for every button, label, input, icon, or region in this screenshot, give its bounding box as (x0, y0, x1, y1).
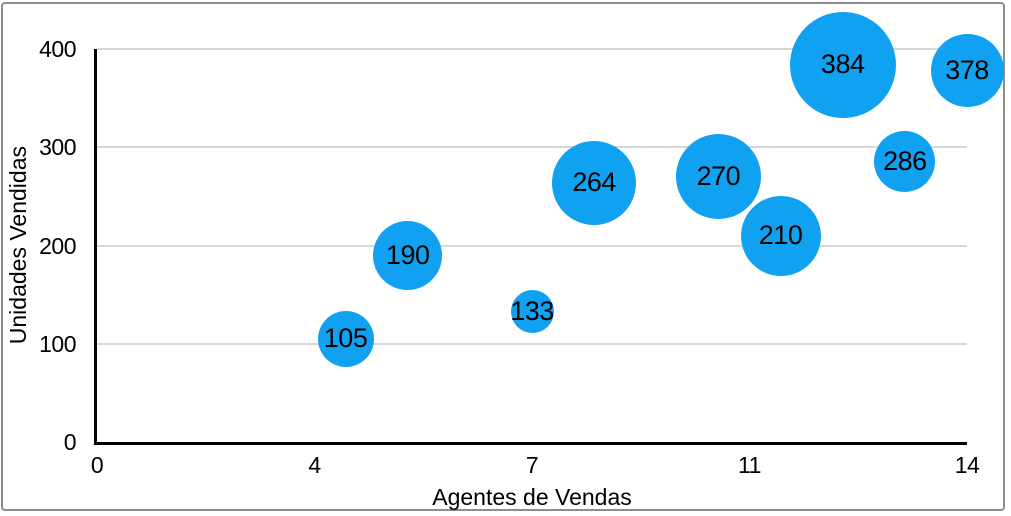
y-tick-label-400: 400 (39, 36, 76, 62)
x-axis-title: Agentes de Vendas (432, 484, 632, 510)
bubble-value-label: 210 (758, 220, 803, 251)
bubble-210: 210 (740, 195, 821, 276)
x-tick-label-11: 11 (738, 452, 761, 478)
gridline-y-400 (97, 48, 967, 50)
x-tick-label-0: 0 (90, 452, 104, 478)
bubble-value-label: 384 (820, 49, 865, 80)
bubble-378: 378 (930, 34, 1004, 108)
bubble-value-label: 378 (945, 55, 989, 86)
bubble-value-label: 105 (323, 323, 368, 354)
y-tick-label-100: 100 (39, 330, 76, 357)
gridline-y-100 (97, 342, 967, 345)
bubble-190: 190 (373, 220, 443, 290)
x-tick-label-4: 4 (308, 452, 321, 478)
bubble-384: 384 (789, 11, 896, 118)
y-tick-label-200: 200 (39, 232, 76, 259)
y-tick-label-0: 0 (63, 429, 77, 455)
y-tick-label-300: 300 (39, 134, 76, 161)
bubble-value-label: 286 (883, 145, 927, 176)
bubble-286: 286 (874, 130, 936, 192)
gridline-y-300 (97, 146, 967, 149)
bubble-value-label: 133 (510, 295, 554, 326)
bubble-value-label: 264 (572, 167, 616, 198)
bubble-value-label: 190 (385, 239, 430, 270)
x-tick-label-7: 7 (525, 452, 539, 478)
bubble-133: 133 (510, 289, 554, 333)
plot-area: 105 190 133 264 270 210 384 286 378 (94, 11, 1004, 445)
x-tick-label-14: 14 (954, 452, 980, 478)
bubble-105: 105 (317, 310, 374, 367)
bubble-270: 270 (675, 134, 761, 220)
bubble-264: 264 (552, 140, 637, 225)
gridline-y-200 (97, 244, 967, 247)
bubble-value-label: 270 (696, 161, 741, 192)
